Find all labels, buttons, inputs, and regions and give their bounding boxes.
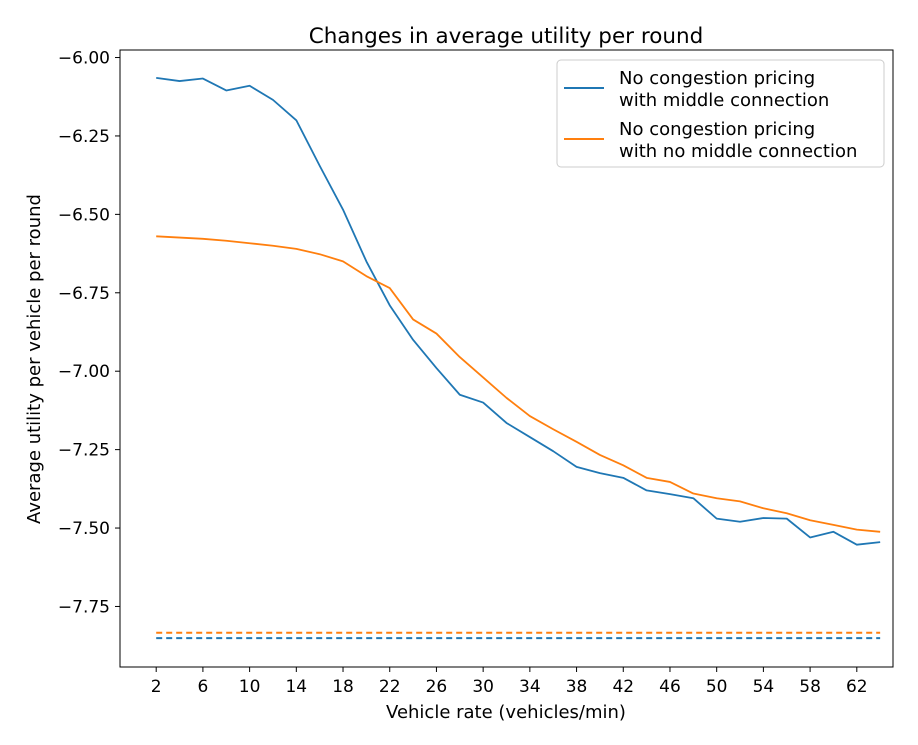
y-tick-label: −6.75	[58, 284, 110, 304]
x-tick-label: 14	[285, 677, 307, 697]
chart-title: Changes in average utility per round	[309, 24, 704, 49]
y-tick-label: −7.75	[58, 597, 110, 617]
x-tick-label: 62	[846, 677, 868, 697]
series-line-1	[156, 235, 881, 533]
y-tick-label: −6.25	[58, 127, 110, 147]
y-tick-label: −6.50	[58, 205, 110, 225]
x-tick-label: 26	[426, 677, 448, 697]
y-axis-label: Average utility per vehicle per round	[24, 194, 45, 524]
x-tick-label: 50	[706, 677, 728, 697]
series-line-0	[156, 77, 881, 546]
x-tick-label: 6	[197, 677, 208, 697]
y-tick-label: −6.00	[58, 49, 110, 69]
x-tick-label: 58	[799, 677, 821, 697]
legend-entry-no-middle-connection-line2: with no middle connection	[619, 141, 857, 162]
legend-entry-no-middle-connection-line1: No congestion pricing	[619, 119, 815, 140]
x-tick-label: 38	[566, 677, 588, 697]
plot-area	[156, 77, 881, 640]
x-tick-label: 42	[612, 677, 634, 697]
y-tick-label: −7.00	[58, 362, 110, 382]
x-axis-label: Vehicle rate (vehicles/min)	[386, 702, 626, 723]
x-tick-label: 2	[151, 677, 162, 697]
y-tick-label: −7.50	[58, 519, 110, 539]
x-tick-label: 34	[519, 677, 541, 697]
plot-frame	[119, 49, 894, 668]
legend: No congestion pricing with middle connec…	[556, 59, 885, 168]
x-tick-label: 30	[472, 677, 494, 697]
legend-entry-middle-connection-line1: No congestion pricing	[619, 68, 815, 89]
x-tick-label: 10	[239, 677, 261, 697]
legend-entry-middle-connection-line2: with middle connection	[619, 90, 829, 111]
x-tick-label: 46	[659, 677, 681, 697]
x-tick-label: 22	[379, 677, 401, 697]
x-axis: 2 6 10 14 18 22 26 30 34 38 42 46 50 54 58 62	[151, 667, 868, 697]
y-tick-label: −7.25	[58, 441, 110, 461]
x-tick-label: 18	[332, 677, 354, 697]
y-axis: −6.00 −6.25 −6.50 −6.75 −7.00 −7.25 −7.50 −7.75	[58, 49, 120, 617]
x-tick-label: 54	[753, 677, 775, 697]
legend-box	[556, 59, 885, 168]
